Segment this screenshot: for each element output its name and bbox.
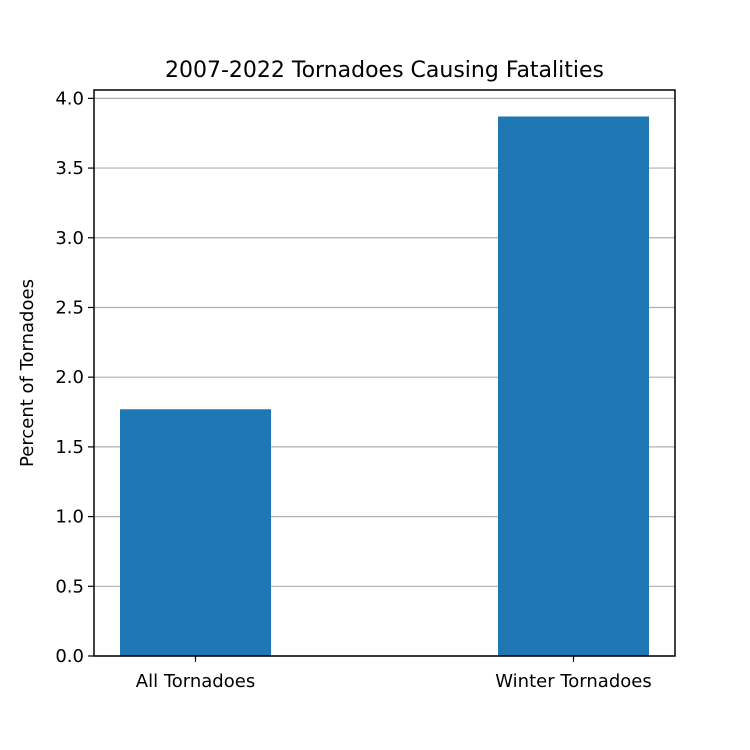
chart-title: 2007-2022 Tornadoes Causing Fatalities [165, 58, 604, 83]
bars [120, 116, 649, 657]
plot-frame [93, 89, 676, 657]
y-tick-label: 4.0 [55, 88, 84, 109]
x-tick-label: Winter Tornadoes [495, 671, 651, 692]
x-tick-label: All Tornadoes [136, 671, 255, 692]
x-axis-ticks: All Tornadoes Winter Tornadoes [136, 656, 652, 692]
y-tick-label: 2.0 [55, 367, 84, 388]
y-tick-label: 1.0 [55, 507, 84, 528]
y-tick-label: 2.5 [55, 297, 84, 318]
y-axis-label: Percent of Tornadoes [17, 279, 38, 467]
y-axis-ticks: 0.0 0.5 1.0 1.5 2.0 2.5 3.0 3.5 4.0 [55, 88, 94, 667]
y-tick-label: 0.5 [55, 576, 84, 597]
y-tick-label: 1.5 [55, 437, 84, 458]
y-tick-label: 3.5 [55, 158, 84, 179]
y-tick-label: 3.0 [55, 228, 84, 249]
bar-all-tornadoes [120, 409, 271, 656]
y-tick-label: 0.0 [55, 646, 84, 667]
bar-winter-tornadoes [498, 116, 649, 657]
